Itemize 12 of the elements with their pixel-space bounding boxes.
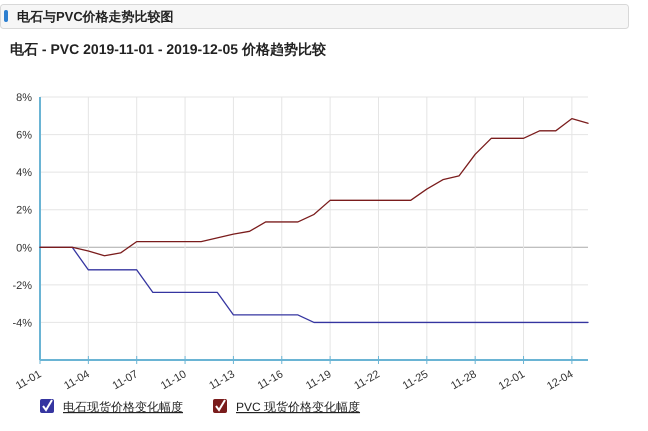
- y-tick-label: 8%: [16, 92, 32, 104]
- y-tick-label: 0%: [16, 242, 32, 254]
- y-tick-label: -4%: [12, 317, 32, 330]
- y-tick-label: 6%: [16, 130, 32, 142]
- legend-label: 电石现货价格变化幅度: [63, 400, 183, 414]
- legend-label: PVC 现货价格变化幅度: [236, 400, 360, 414]
- line-series: [39, 118, 589, 256]
- y-tick-label: 4%: [16, 167, 32, 180]
- chart-subtitle: 电石 - PVC 2019-11-01 - 2019-12-05 价格趋势比较: [10, 41, 327, 57]
- chart-title: 电石与PVC价格走势比较图: [17, 9, 174, 24]
- y-tick-label: -2%: [12, 280, 32, 292]
- y-tick-label: 2%: [16, 204, 32, 217]
